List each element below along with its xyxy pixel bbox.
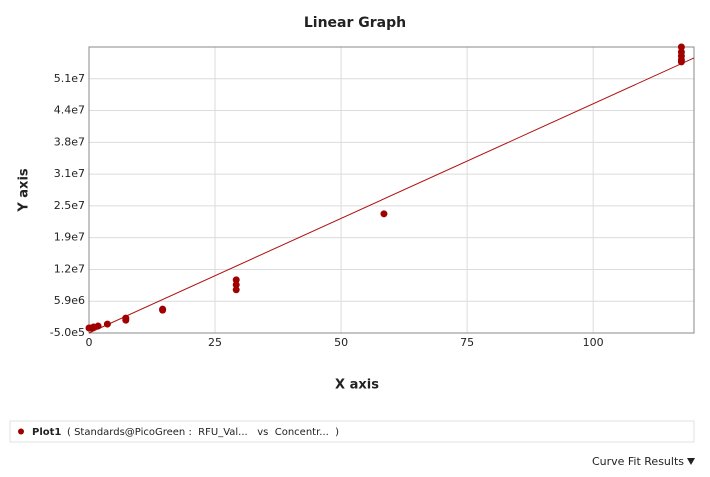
data-point (380, 210, 388, 218)
plot-border (88, 46, 695, 334)
y-tick-label: 3.8e7 (54, 135, 85, 148)
data-point (122, 314, 130, 322)
x-tick-label: 75 (460, 336, 474, 349)
x-tick-label: 100 (583, 336, 604, 349)
y-tick-label: 1.2e7 (54, 262, 85, 275)
data-point (677, 48, 685, 56)
y-tick-label: 1.9e7 (54, 231, 85, 244)
legend-marker (18, 428, 24, 435)
y-tick-label: 4.4e7 (54, 104, 85, 117)
y-tick-label: 2.5e7 (54, 199, 85, 212)
x-tick-label: 50 (334, 336, 348, 349)
data-point (94, 322, 102, 330)
data-point (103, 320, 111, 328)
y-tick-label: -5.0e5 (50, 326, 85, 339)
data-point (232, 286, 240, 294)
fit-line (88, 57, 695, 334)
curve-fit-link[interactable]: Curve Fit Results (592, 455, 684, 468)
legend-label: Plot1 (32, 427, 61, 438)
x-tick-label: 25 (208, 336, 222, 349)
y-tick-label: 5.1e7 (54, 72, 85, 85)
x-tick-label: 0 (86, 336, 93, 349)
y-tick-label: 5.9e6 (54, 294, 85, 307)
data-point (232, 276, 240, 284)
data-point (232, 281, 240, 289)
legend-detail: ( Standards@PicoGreen : RFU_Val... vs Co… (67, 427, 339, 438)
plot-area (89, 47, 694, 333)
x-axis-label: X axis (335, 378, 379, 393)
legend-box (9, 420, 695, 443)
y-axis-label: Y axis (17, 168, 32, 213)
chart-title: Linear Graph (304, 15, 406, 31)
y-tick-label: 3.1e7 (54, 167, 85, 180)
data-point (677, 43, 685, 51)
dropdown-arrow[interactable] (687, 458, 695, 465)
data-point (159, 305, 167, 313)
